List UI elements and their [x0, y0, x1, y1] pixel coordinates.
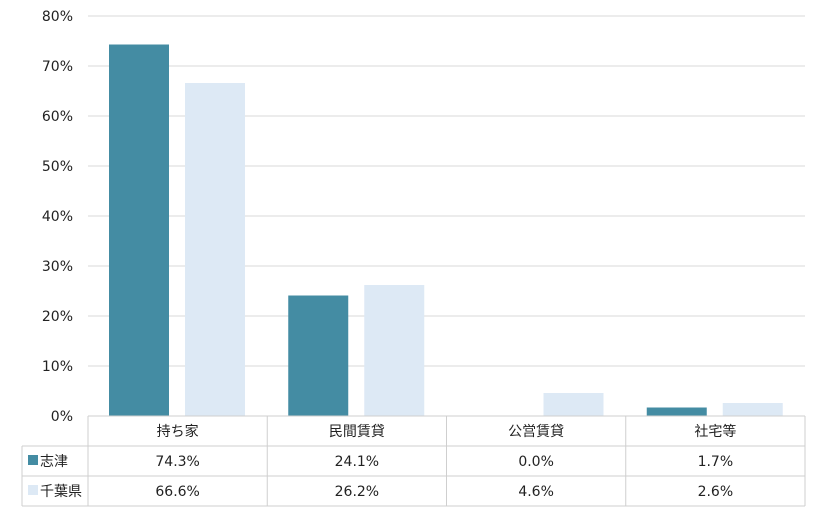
bar-1-0	[185, 83, 245, 416]
data-label: 74.3%	[155, 454, 199, 470]
data-label: 26.2%	[335, 484, 379, 500]
category-label: 持ち家	[157, 423, 199, 440]
category-label: 民間賃貸	[329, 424, 385, 440]
data-label: 24.1%	[335, 454, 379, 470]
legend-swatch-0	[28, 455, 38, 465]
y-tick-label: 10%	[42, 359, 73, 375]
bar-0-3	[646, 407, 707, 416]
y-tick-label: 20%	[42, 309, 73, 325]
legend-swatch-1	[28, 485, 38, 495]
legend-label: 千葉県	[40, 484, 82, 500]
y-tick-label: 0%	[51, 409, 73, 425]
data-label: 2.6%	[698, 484, 734, 500]
category-label: 公営賃貸	[508, 424, 564, 440]
y-tick-label: 50%	[42, 159, 73, 175]
data-label: 1.7%	[698, 454, 734, 470]
bar-0-0	[109, 44, 169, 416]
bar-1-1	[364, 285, 425, 416]
data-label: 0.0%	[518, 454, 554, 470]
y-tick-label: 80%	[42, 9, 73, 25]
bar-0-1	[288, 295, 349, 416]
y-tick-label: 40%	[42, 209, 73, 225]
y-tick-label: 30%	[42, 259, 73, 275]
bar-1-3	[722, 403, 783, 416]
bar-1-2	[543, 393, 604, 416]
legend-label: 志津	[40, 454, 68, 470]
data-label: 66.6%	[155, 484, 199, 500]
y-tick-label: 60%	[42, 109, 73, 125]
category-label: 社宅等	[694, 423, 736, 440]
y-tick-label: 70%	[42, 59, 73, 75]
data-label: 4.6%	[518, 484, 554, 500]
